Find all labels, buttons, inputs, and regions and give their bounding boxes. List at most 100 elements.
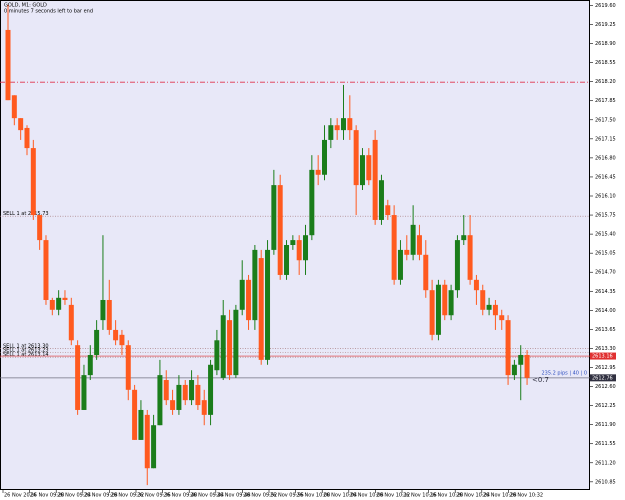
candle-body [227,320,233,376]
candle-body [473,279,479,291]
bid-box [590,374,616,382]
candle-body [258,258,264,360]
candle-body [366,155,372,181]
candle-body [37,215,43,241]
y-tick-label: 2612.25 [595,403,616,409]
order-label: SELL 1 at 2615.73 [3,211,49,217]
info-text: 235.2 pips | 40 | 0 [541,370,587,376]
candle-body [296,240,302,261]
candle-body [265,249,271,360]
candle-body [429,290,435,335]
x-tick-label: 26 Nov 09:28 [84,493,118,499]
candle-body [113,329,119,341]
candle-body [315,169,321,175]
candle-body [106,299,112,330]
x-tick-label: 26 Nov 09:52 [243,493,277,499]
candle-body [201,400,207,415]
candle-body [423,254,429,291]
candle-body [524,354,530,378]
candle-body [49,299,55,310]
candle-body [11,95,17,119]
candle-body [189,380,195,401]
candle-body [290,240,296,245]
candle-body [505,320,511,376]
x-tick-label: 26 Nov 09:36 [137,493,171,499]
candle-body [404,249,410,255]
candle-body [499,315,505,321]
x-tick-label: 26 Nov 10:32 [509,493,543,499]
candle-body [486,304,492,310]
candle-body [372,139,378,220]
candle-body [246,279,252,321]
y-tick-label: 2611.20 [595,460,616,466]
candle-body [157,375,163,426]
candle-body [170,400,176,410]
y-tick-label: 2615.05 [595,251,616,257]
y-tick-label: 2611.90 [595,422,616,428]
candle-body [347,118,353,131]
y-tick-label: 2612.95 [595,365,616,371]
candle-body [56,297,62,310]
x-tick-label: 26 Nov 10:08 [350,493,384,499]
candle-body [271,185,277,250]
y-tick-label: 2613.65 [595,327,616,333]
candle-body [125,345,131,390]
candle-body [252,249,258,321]
chart-title: GOLD, M1: GOLD [4,3,47,9]
candle-body [18,118,24,131]
candle-body [435,284,441,335]
x-tick-label: 26 Nov 2024 [4,493,36,499]
candle-body [378,180,384,220]
candle-body [480,290,486,310]
order-label: SELL 1 at 2613.23 [3,347,49,353]
candle-body [119,334,125,346]
y-tick-label: 2616.80 [595,155,616,161]
candle-body [182,384,188,401]
candle-body [334,125,340,131]
x-tick-label: 26 Nov 09:40 [164,493,198,499]
order-label: SELL 1 at 2613.30 [3,343,49,349]
y-tick-label: 2612.60 [595,384,616,390]
y-tick-label: 2617.85 [595,98,616,104]
candle-body [176,384,182,410]
y-tick-label: 2614.00 [595,308,616,314]
candle-body [239,279,245,310]
candle-body [385,205,391,216]
y-tick-label: 2614.70 [595,270,616,276]
candle-body [448,290,454,316]
candle-body [144,414,150,469]
spread-text: <0.7 [532,376,549,384]
candle-body [81,375,87,410]
candle-body [5,29,11,101]
y-tick-label: 2614.35 [595,289,616,295]
y-tick-label: 2611.55 [595,441,616,447]
candle-body [410,224,416,255]
x-tick-label: 26 Nov 10:20 [430,493,464,499]
y-tick-label: 2616.45 [595,174,616,180]
x-tick-label: 26 Nov 10:12 [376,493,410,499]
y-tick-label: 2615.40 [595,232,616,238]
candle-body [75,345,81,410]
candle-body [277,185,283,275]
candle-body [359,155,365,186]
candle-body [195,384,201,406]
candle-body [233,309,239,376]
candle-body [492,304,498,316]
candle-body [353,130,359,186]
candle-body [391,215,397,280]
x-tick-label: 26 Nov 10:04 [323,493,357,499]
candle-body [100,299,106,321]
y-tick-label: 2617.50 [595,117,616,123]
candle-body [284,245,290,275]
x-tick-label: 26 Nov 10:28 [483,493,517,499]
y-tick-label: 2615.75 [595,213,616,219]
y-tick-label: 2617.15 [595,136,616,142]
x-tick-label: 26 Nov 09:56 [270,493,304,499]
candle-body [94,329,100,355]
ask-label: 2613.16 [592,354,613,360]
candle-body [163,380,169,401]
candle-body [132,389,138,440]
candle-body [62,297,68,300]
candle-body [518,354,524,365]
